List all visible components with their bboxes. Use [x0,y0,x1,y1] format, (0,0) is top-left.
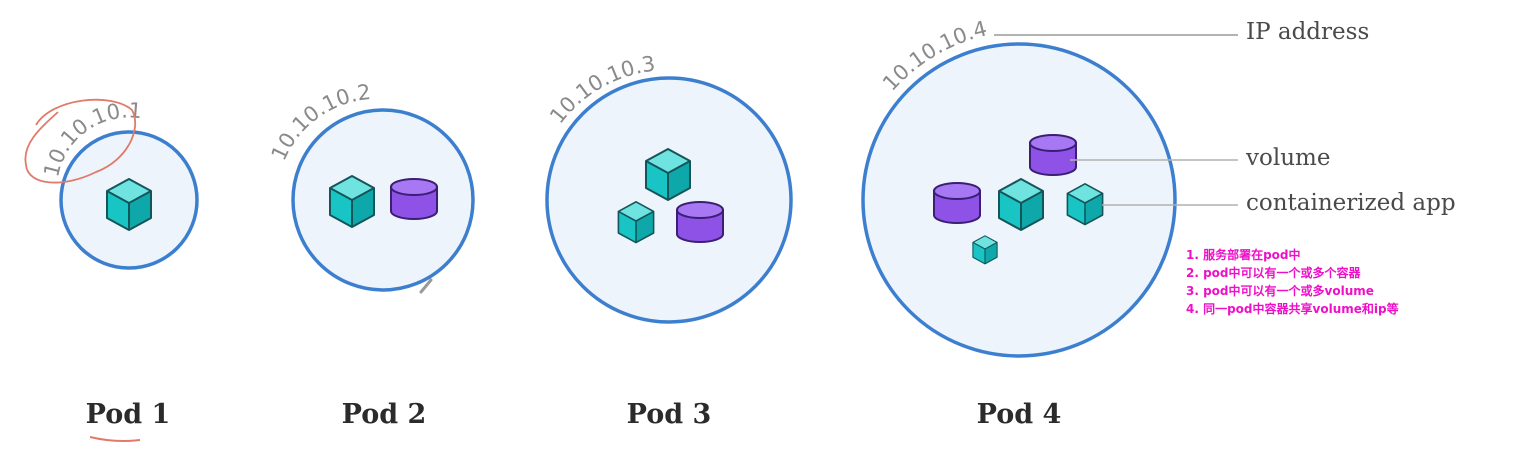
pod-1: 10.10.10.1 Pod 1 [24,98,199,442]
handwritten-circle-annotation [24,98,137,184]
note-3: 3. pod中可以有一个或多volume [1186,284,1374,298]
pen-cursor-mark [419,278,433,294]
handwritten-underline-annotation [89,436,141,442]
containerized-app-legend: containerized app [1246,190,1456,216]
volume-icon [390,178,438,220]
volume-icon [676,201,724,243]
containerized-app-icon [329,175,375,228]
notes-annotation: 1. 服务部署在pod中 2. pod中可以有一个或多个容器 3. pod中可以… [1186,246,1399,318]
volume-legend: volume [1245,145,1330,171]
pod-4: 10.10.10.4 Pod 4 [861,16,1177,430]
volume-icon [933,182,981,224]
containerized-app-icon [1066,182,1104,226]
containerized-app-icon [617,201,655,244]
ip-address-legend: IP address [1246,19,1369,45]
pod-label: Pod 2 [342,399,427,430]
containerized-app-icon [998,178,1044,231]
note-4: 4. 同一pod中容器共享volume和ip等 [1186,302,1399,316]
pod-label: Pod 1 [86,399,171,430]
containerized-app-icon [645,148,691,201]
pod-label: Pod 4 [977,399,1062,430]
volume-icon [1029,134,1077,176]
pod-circle [291,108,475,292]
note-2: 2. pod中可以有一个或多个容器 [1186,266,1361,280]
containerized-app-icon [106,178,152,231]
note-1: 1. 服务部署在pod中 [1186,248,1301,262]
pod-2: 10.10.10.2 Pod 2 [267,80,475,430]
pod-label: Pod 3 [627,399,712,430]
containerized-app-icon [972,235,998,265]
pod-3: 10.10.10.3 Pod 3 [545,52,793,430]
